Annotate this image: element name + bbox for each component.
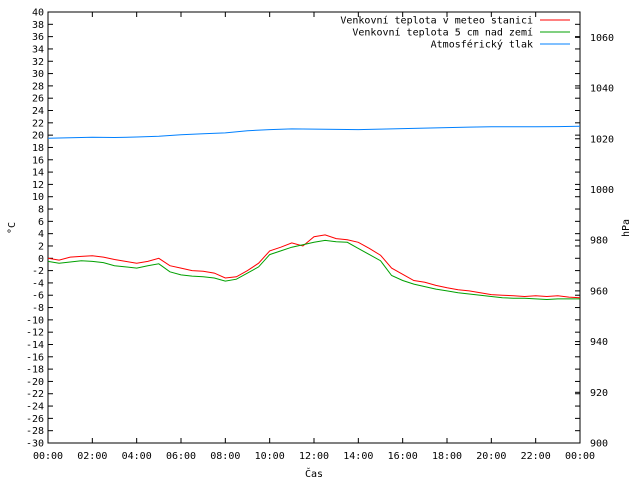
y2-tick-label: 900 [590,439,608,450]
series-line-0 [47,234,581,299]
x-tick-label: 06:00 [166,451,196,462]
y2-axis-title: hPa [621,219,632,237]
x-tick-label: 14:00 [343,451,373,462]
y2-tick-label: 960 [590,286,608,297]
y-tick-label: 2 [38,241,44,252]
y2-tick-label: 940 [590,337,608,348]
x-tick-label: 16:00 [388,451,418,462]
legend-label-1: Venkovní teplota 5 cm nad zemí [352,27,533,39]
y-tick-label: -2 [32,266,44,277]
y-tick-label: 12 [32,180,44,191]
y-tick-label: 34 [32,44,44,55]
y-tick-label: -4 [32,278,44,289]
y2-tick-label: 980 [590,236,608,247]
y-tick-label: 8 [38,205,44,216]
y-tick-label: -18 [26,365,44,376]
legend-label-2: Atmosférický tlak [431,39,533,51]
y-tick-label: -22 [26,389,44,400]
y2-tick-label: 1000 [590,185,614,196]
y-tick-label: 38 [32,20,44,31]
x-tick-label: 04:00 [122,451,152,462]
y-tick-label: -8 [32,303,44,314]
y-tick-label: 30 [32,69,44,80]
y-tick-label: 18 [32,143,44,154]
y2-tick-label: 1060 [590,33,614,44]
y-tick-label: -10 [26,315,44,326]
y-tick-label: 4 [38,229,44,240]
bottom-axis-ticks: 00:00 02:00 04:00 06:00 08:00 10:00 12:00 14:00… [33,12,595,462]
series-line-2 [47,125,581,139]
y-tick-label: -26 [26,414,44,425]
y-tick-label: 14 [32,168,44,179]
y2-tick-label: 1040 [590,84,614,95]
x-tick-label: 20:00 [476,451,506,462]
left-axis-ticks: 4038363432302826242220181614121086420-2-… [26,8,580,450]
y-tick-label: -28 [26,426,44,437]
y2-tick-label: 1020 [590,134,614,145]
y2-tick-label: 920 [590,388,608,399]
x-tick-label: 02:00 [77,451,107,462]
y-tick-label: -16 [26,352,44,363]
x-tick-label: 00:00 [565,451,595,462]
legend-label-0: Venkovní teplota v meteo stanici [340,15,533,27]
right-axis-ticks: 1060 1040 1020 1000 980 960 940 920 900 [575,33,614,450]
y-tick-label: 36 [32,32,44,43]
x-tick-label: 10:00 [255,451,285,462]
x-tick-label: 12:00 [299,451,329,462]
y-tick-label: 22 [32,118,44,129]
plot-frame [47,11,581,444]
series-line-1 [47,239,580,301]
legend: Venkovní teplota v meteo staniciVenkovní… [340,15,570,51]
y-tick-label: 32 [32,57,44,68]
x-tick-label: 00:00 [33,451,63,462]
y-tick-label: 26 [32,94,44,105]
y-tick-label: 0 [38,254,44,265]
y-tick-label: -30 [26,439,44,450]
y-tick-label: 24 [32,106,44,117]
y-tick-label: -20 [26,377,44,388]
y-tick-label: 10 [32,192,44,203]
y-axis-title: °C [7,222,18,234]
x-tick-label: 18:00 [432,451,462,462]
y-tick-label: -24 [26,402,44,413]
y-tick-label: 6 [38,217,44,228]
y-tick-label: 16 [32,155,44,166]
x-axis-title: Čas [305,467,323,480]
y-tick-label: 40 [32,8,44,19]
series-layer [47,125,581,301]
y-tick-label: 28 [32,81,44,92]
x-tick-label: 08:00 [210,451,240,462]
y-tick-label: -14 [26,340,44,351]
x-tick-label: 22:00 [521,451,551,462]
y-tick-label: -6 [32,291,44,302]
y-tick-label: -12 [26,328,44,339]
y-tick-label: 20 [32,131,44,142]
